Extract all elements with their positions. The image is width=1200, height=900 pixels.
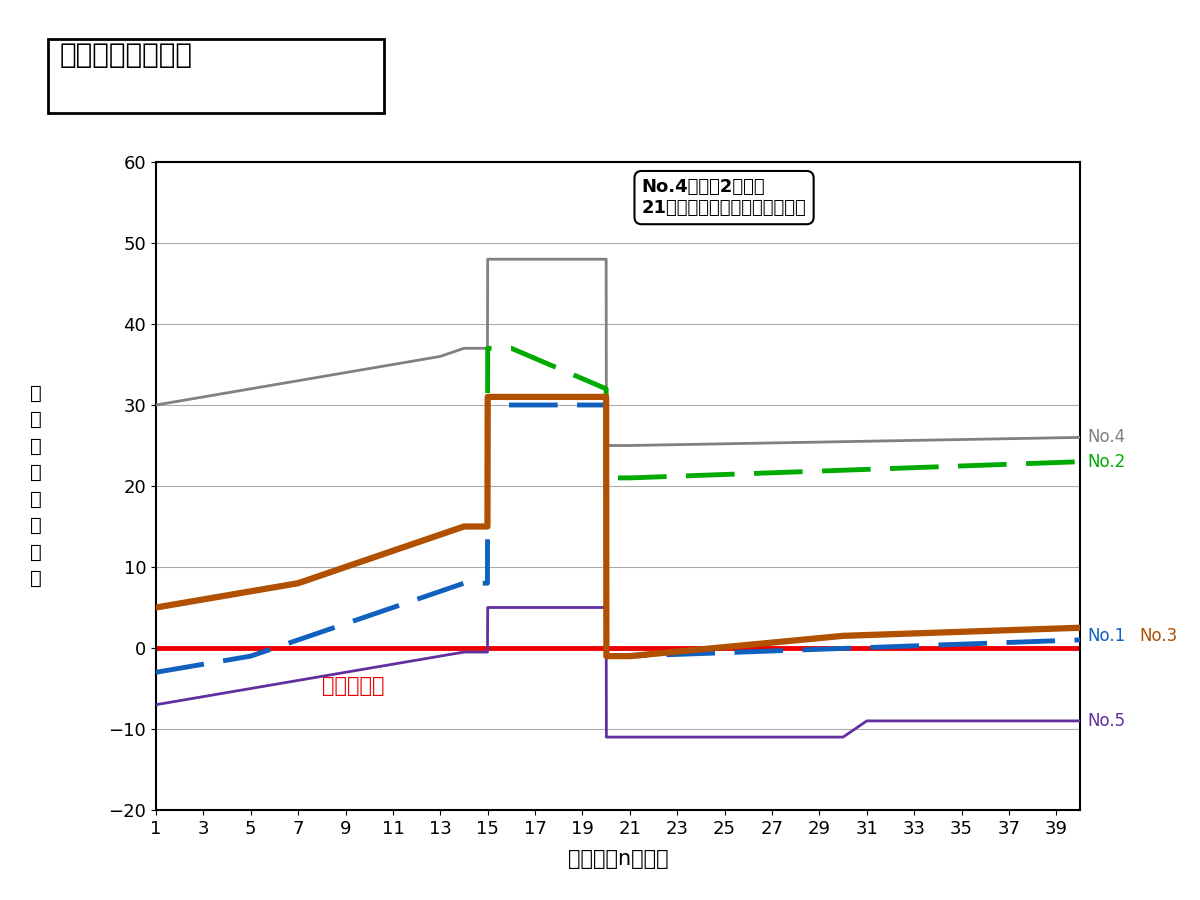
Text: No.2: No.2 bbox=[1087, 453, 1126, 471]
Text: No.5: No.5 bbox=[1087, 712, 1126, 730]
Text: No.4および2のみが
21年目以降も高い採算性を維持: No.4および2のみが 21年目以降も高い採算性を維持 bbox=[642, 178, 806, 217]
Text: 経常利益率の推移: 経常利益率の推移 bbox=[60, 40, 193, 68]
Text: No.1: No.1 bbox=[1087, 626, 1126, 644]
Text: No.4: No.4 bbox=[1087, 428, 1126, 446]
Text: No.3: No.3 bbox=[1139, 626, 1177, 644]
Text: 経
常
利
益
率
（
％
）: 経 常 利 益 率 （ ％ ） bbox=[30, 383, 42, 589]
Text: 赤字ライン: 赤字ライン bbox=[322, 677, 384, 697]
X-axis label: 事業開始n年度目: 事業開始n年度目 bbox=[568, 849, 668, 868]
